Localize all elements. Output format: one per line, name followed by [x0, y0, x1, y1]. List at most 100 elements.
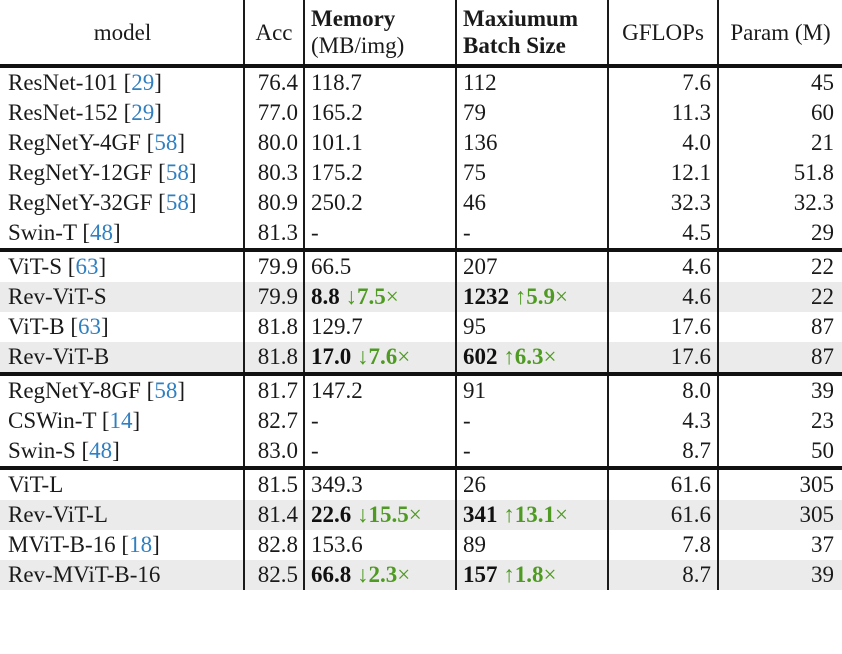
- citation-link[interactable]: 14: [109, 408, 133, 433]
- memory-value: 250.2: [311, 190, 363, 215]
- times-symbol: ×: [408, 502, 422, 527]
- cell-acc: 81.8: [243, 312, 304, 342]
- header-gflops: GFLOPs: [607, 0, 718, 68]
- batch-value: 207: [463, 254, 498, 279]
- table-row: ViT-B [63] 81.8 129.7 95 17.6 87: [0, 312, 842, 342]
- batch-increase: ↑5.9: [514, 284, 555, 309]
- cell-gflops: 8.0: [607, 372, 718, 406]
- cell-memory: -: [303, 436, 456, 468]
- memory-value: 175.2: [311, 160, 363, 185]
- cell-model: Swin-S [48]: [8, 438, 120, 463]
- cell-batch-size: 341 ↑13.1×: [455, 500, 608, 530]
- cell-model: ViT-L: [0, 466, 244, 500]
- cell-batch-size: 95: [455, 312, 608, 342]
- model-name: ViT-L: [8, 472, 64, 497]
- cell-acc: 82.5: [243, 560, 304, 590]
- citation-link[interactable]: 18: [129, 532, 153, 557]
- model-name: Swin-S: [8, 438, 76, 463]
- header-memory: Memory (MB/img): [303, 0, 456, 68]
- citation-link[interactable]: 63: [75, 254, 99, 279]
- cell-param: 32.3: [717, 188, 842, 218]
- citation-link[interactable]: 58: [154, 130, 178, 155]
- memory-value: 101.1: [311, 130, 363, 155]
- cell-memory: 165.2: [303, 98, 456, 128]
- cell-gflops: 4.0: [607, 128, 718, 158]
- citation-link[interactable]: 58: [165, 160, 189, 185]
- batch-increase: ↑13.1: [503, 502, 555, 527]
- cell-param: 50: [717, 436, 842, 468]
- memory-value: 66.8: [311, 562, 352, 587]
- memory-reduction: ↓7.6: [357, 344, 398, 369]
- cell-param: 60: [717, 98, 842, 128]
- table-row: ResNet-152 [29] 77.0 165.2 79 11.3 60: [0, 98, 842, 128]
- cell-acc: 80.9: [243, 188, 304, 218]
- citation-link[interactable]: 29: [131, 100, 155, 125]
- table-row: RegNetY-32GF [58] 80.9 250.2 46 32.3 32.3: [0, 188, 842, 218]
- memory-value: 8.8: [311, 284, 340, 309]
- cell-param: 39: [717, 560, 842, 590]
- cell-memory: 175.2: [303, 158, 456, 188]
- batch-value: -: [463, 408, 471, 433]
- cell-memory: 8.8 ↓7.5×: [303, 282, 456, 312]
- batch-value: 79: [463, 100, 486, 125]
- cell-memory: 101.1: [303, 128, 456, 158]
- citation-link[interactable]: 63: [77, 314, 101, 339]
- citation-link[interactable]: 29: [131, 70, 155, 95]
- model-name: Rev-ViT-L: [8, 502, 108, 527]
- cell-param: 305: [717, 466, 842, 500]
- model-name: Rev-ViT-B: [8, 344, 110, 369]
- table-row: Rev-ViT-B 81.8 17.0 ↓7.6× 602 ↑6.3× 17.6 87: [0, 342, 842, 374]
- cell-gflops: 17.6: [607, 312, 718, 342]
- cell-batch-size: -: [455, 436, 608, 468]
- cell-model: RegNetY-4GF [58]: [8, 130, 185, 155]
- table-row: MViT-B-16 [18] 82.8 153.6 89 7.8 37: [0, 530, 842, 560]
- cell-param: 21: [717, 128, 842, 158]
- batch-value: 26: [463, 472, 486, 497]
- citation-link[interactable]: 48: [90, 220, 114, 245]
- batch-value: 91: [463, 378, 486, 403]
- model-name: ResNet-152: [8, 100, 118, 125]
- memory-value: -: [311, 408, 319, 433]
- cell-model: Rev-ViT-S: [0, 282, 244, 312]
- model-name: RegNetY-12GF: [8, 160, 153, 185]
- cell-param: 45: [717, 66, 842, 98]
- table-row: CSWin-T [14] 82.7- -4.3 23: [0, 406, 842, 436]
- citation-link[interactable]: 58: [154, 378, 178, 403]
- batch-value: 341: [463, 502, 498, 527]
- cell-param: 29: [717, 218, 842, 250]
- cell-model: RegNetY-8GF [58]: [0, 372, 244, 406]
- memory-value: 165.2: [311, 100, 363, 125]
- times-symbol: ×: [555, 284, 568, 309]
- cell-model: MViT-B-16 [18]: [8, 532, 160, 557]
- cell-param: 22: [717, 282, 842, 312]
- batch-value: -: [463, 438, 471, 463]
- cell-gflops: 17.6: [607, 342, 718, 374]
- cell-param: 23: [717, 406, 842, 436]
- cell-acc: 81.5: [243, 466, 304, 500]
- cell-acc: 81.4: [243, 500, 304, 530]
- citation-link[interactable]: 48: [89, 438, 113, 463]
- table-row: ResNet-101 [29] 76.4 118.7 112 7.6 45: [0, 66, 842, 98]
- times-symbol: ×: [543, 344, 557, 369]
- batch-value: 46: [463, 190, 486, 215]
- cell-gflops: 61.6: [607, 500, 718, 530]
- citation-link[interactable]: 58: [165, 190, 189, 215]
- memory-value: 66.5: [311, 254, 352, 279]
- cell-param: 39: [717, 372, 842, 406]
- cell-acc: 77.0: [243, 98, 304, 128]
- header-memory-unit: (MB/img): [311, 33, 405, 58]
- header-batch-size: Maxiumum Batch Size: [455, 0, 608, 68]
- batch-value: 602: [463, 344, 498, 369]
- batch-value: 95: [463, 314, 486, 339]
- cell-memory: 349.3: [303, 466, 456, 500]
- model-name: RegNetY-32GF: [8, 190, 153, 215]
- cell-acc: 82.8: [243, 530, 304, 560]
- table-row: RegNetY-12GF [58] 80.3 175.2 75 12.1 51.8: [0, 158, 842, 188]
- batch-increase: ↑1.8: [503, 562, 544, 587]
- cell-memory: 153.6: [303, 530, 456, 560]
- memory-reduction: ↓2.3: [357, 562, 398, 587]
- cell-batch-size: 91: [455, 372, 608, 406]
- table-row: RegNetY-8GF [58] 81.7 147.2 91 8.0 39: [0, 372, 842, 406]
- cell-batch-size: 46: [455, 188, 608, 218]
- cell-batch-size: 136: [455, 128, 608, 158]
